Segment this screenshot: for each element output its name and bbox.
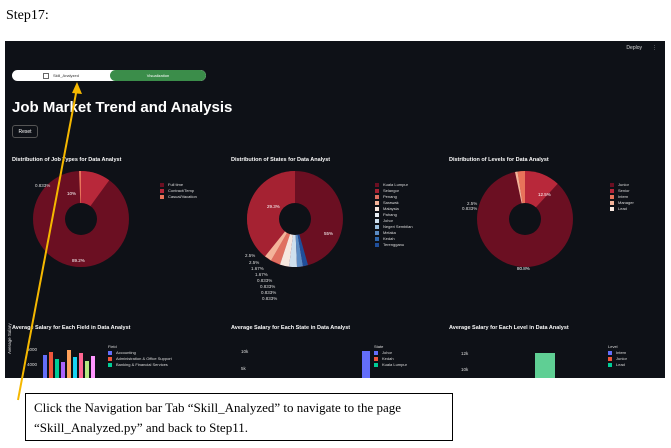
salary-field-tick: 4000 xyxy=(27,362,38,367)
top-bar: Deploy ⋮ xyxy=(626,45,657,51)
streamlit-app-window: Deploy ⋮ Skill_Analyzed Visualization Jo… xyxy=(5,41,665,378)
states-label-3: 2.5% xyxy=(245,253,256,258)
salary-level-bar xyxy=(535,353,555,378)
states-chart-title: Distribution of States for Data Analyst xyxy=(231,157,331,163)
salary-level-tick: 12k xyxy=(461,351,469,356)
job-types-label-1: 89.2% xyxy=(72,258,85,263)
levels-label-1: 80.8% xyxy=(517,266,530,271)
states-label-9: 0.833% xyxy=(261,290,277,295)
legend-item: Kedah xyxy=(382,356,394,361)
salary-field-tick: 6000 xyxy=(27,347,38,352)
legend-item: Johor xyxy=(383,218,394,223)
job-types-hole xyxy=(65,203,97,235)
states-label-4: 2.5% xyxy=(249,260,260,265)
legend-item: Pahang xyxy=(383,212,397,217)
job-types-legend: Full time Contract/Temp Casual/Vacation xyxy=(160,182,197,200)
salary-state-tick: 5k xyxy=(241,366,246,371)
salary-field-bars xyxy=(43,350,95,378)
legend-item: Penang xyxy=(383,194,397,199)
levels-label-2: 12.5% xyxy=(538,192,551,197)
states-hole xyxy=(279,203,311,235)
salary-state-tick: 10k xyxy=(241,349,249,354)
levels-chart-title: Distribution of Levels for Data Analyst xyxy=(449,157,549,163)
tab-skill-analyzed[interactable]: Skill_Analyzed xyxy=(12,70,110,81)
states-legend: Kuala Lumpur Selangor Penang Sarawak Mal… xyxy=(375,182,413,248)
tab-skill-analyzed-label: Skill_Analyzed xyxy=(52,73,79,78)
instruction-callout: Click the Navigation bar Tab “Skill_Anal… xyxy=(25,393,453,441)
legend-item: Accounting xyxy=(116,350,136,355)
step-title: Step17: xyxy=(6,8,49,23)
legend-item: Full time xyxy=(168,182,184,187)
main-menu-icon[interactable]: ⋮ xyxy=(652,45,657,51)
legend-title: Level xyxy=(608,344,618,349)
legend-item: Kuala Lumpur xyxy=(383,182,408,187)
legend-item: Terengganu xyxy=(383,242,405,247)
legend-item: Kuala Lumpur xyxy=(382,362,407,367)
salary-level-legend: Level Intern Junior Lead xyxy=(608,344,627,368)
legend-item: Malaysia xyxy=(383,206,399,211)
legend-item: Senior xyxy=(618,188,630,193)
legend-item: Banking & Financial Services xyxy=(116,362,168,367)
deploy-button[interactable]: Deploy xyxy=(626,45,642,51)
levels-legend: Junior Senior Intern Manager Lead xyxy=(610,182,634,212)
salary-level-chart-title: Average Salary for Each Level in Data An… xyxy=(449,325,569,331)
legend-title: Field xyxy=(108,344,117,349)
navigation-bar: Skill_Analyzed Visualization xyxy=(12,70,206,81)
legend-item: Casual/Vacation xyxy=(168,194,197,199)
states-label-6: 1.67% xyxy=(255,272,268,277)
legend-item: Junior xyxy=(618,182,629,187)
salary-state-legend: State Johor Kedah Kuala Lumpur xyxy=(374,344,407,368)
salary-state-bar xyxy=(362,351,370,378)
legend-title: State xyxy=(374,344,384,349)
salary-state-chart-title: Average Salary for Each State in Data An… xyxy=(231,325,351,331)
states-label-8: 0.833% xyxy=(260,284,276,289)
legend-item: Negeri Sembilan xyxy=(383,224,413,229)
job-types-chart-title: Distribution of Job Types for Data Analy… xyxy=(12,157,122,163)
legend-item: Sarawak xyxy=(383,200,399,205)
tab-visualization-label: Visualization xyxy=(146,73,170,78)
legend-item: Intern xyxy=(618,194,629,199)
states-label-5: 1.67% xyxy=(251,266,264,271)
legend-item: Manager xyxy=(618,200,634,205)
states-label-kl: 55% xyxy=(324,231,334,236)
legend-item: Melaka xyxy=(383,230,396,235)
legend-item: Johor xyxy=(382,350,393,355)
legend-item: Junior xyxy=(616,356,627,361)
page-icon xyxy=(42,72,49,79)
states-label-10: 0.833% xyxy=(262,296,278,301)
legend-item: Kedah xyxy=(383,236,395,241)
states-label-7: 0.833% xyxy=(257,278,273,283)
legend-item: Lead xyxy=(618,206,627,211)
legend-item: Lead xyxy=(616,362,625,367)
levels-label-3: 2.5% xyxy=(467,201,478,206)
legend-item: Selangor xyxy=(383,188,400,193)
levels-pie xyxy=(477,170,573,267)
levels-label-4: 0.833% xyxy=(462,206,478,211)
tab-visualization[interactable]: Visualization xyxy=(110,70,206,81)
levels-hole xyxy=(509,203,541,235)
legend-item: Contract/Temp xyxy=(168,188,195,193)
job-types-label-2: 10% xyxy=(67,191,77,196)
reset-button[interactable]: Reset xyxy=(12,125,38,138)
salary-field-legend: Field Accounting Administration & Office… xyxy=(108,344,172,368)
states-label-selangor: 29.3% xyxy=(267,204,280,209)
states-pie xyxy=(246,171,343,268)
job-types-label-3: 0.833% xyxy=(35,183,51,188)
legend-item: Intern xyxy=(616,350,627,355)
salary-level-tick: 10k xyxy=(461,367,469,372)
legend-item: Administration & Office Support xyxy=(116,356,172,361)
page-title: Job Market Trend and Analysis xyxy=(12,99,233,116)
salary-field-chart-title: Average Salary for Each Field in Data An… xyxy=(12,325,131,331)
